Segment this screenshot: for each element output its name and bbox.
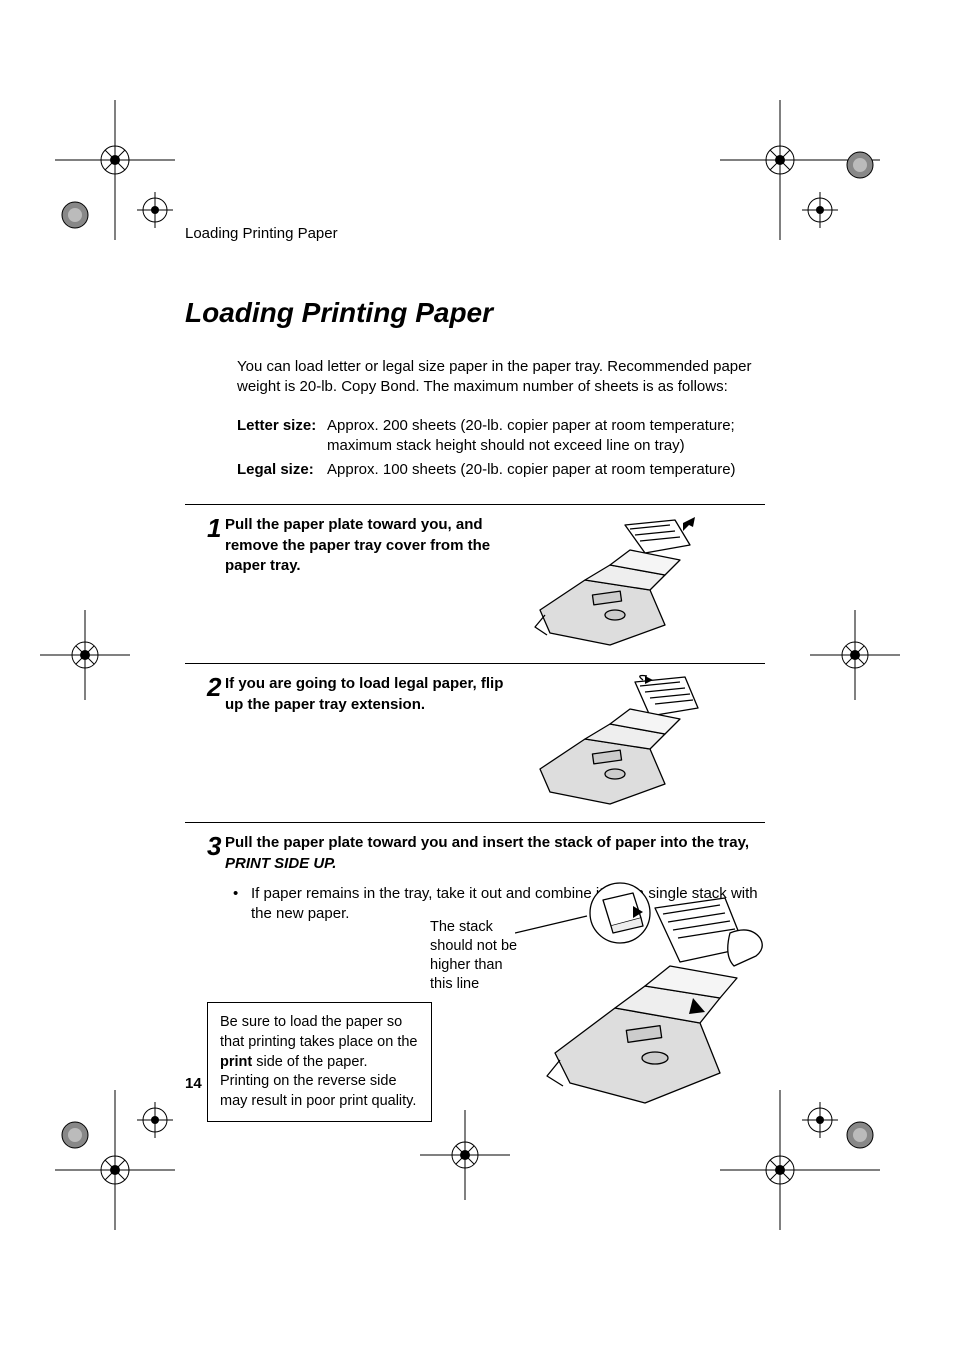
bullet-dot-icon: • bbox=[233, 884, 251, 925]
step-number: 3 bbox=[185, 833, 225, 859]
step-3-text-a: Pull the paper plate toward you and inse… bbox=[225, 834, 749, 851]
spec-table: Letter size: Approx. 200 sheets (20-lb. … bbox=[237, 416, 765, 481]
step-text: Pull the paper plate toward you and inse… bbox=[225, 833, 765, 874]
step-number: 2 bbox=[185, 674, 225, 700]
step-text: Pull the paper plate toward you, and rem… bbox=[225, 515, 515, 576]
step-number: 1 bbox=[185, 515, 225, 541]
running-head: Loading Printing Paper bbox=[185, 225, 765, 242]
regmark-mid-left bbox=[40, 610, 130, 700]
step-1-figure bbox=[515, 515, 705, 645]
step-2: 2 If you are going to load legal paper, … bbox=[185, 663, 765, 804]
spec-value: Approx. 100 sheets (20-lb. copier paper … bbox=[327, 460, 765, 480]
regmark-top-left bbox=[55, 100, 175, 240]
step-2-figure bbox=[515, 674, 705, 804]
spec-label: Legal size: bbox=[237, 460, 327, 480]
intro-paragraph: You can load letter or legal size paper … bbox=[237, 357, 765, 398]
spec-row-letter: Letter size: Approx. 200 sheets (20-lb. … bbox=[237, 416, 765, 457]
page-title: Loading Printing Paper bbox=[185, 297, 765, 329]
step-3-text-b: PRINT SIDE UP. bbox=[225, 855, 336, 872]
regmark-bottom-left bbox=[55, 1090, 175, 1230]
page-number: 14 bbox=[185, 1075, 202, 1092]
spec-label: Letter size: bbox=[237, 416, 327, 457]
step-3: 3 Pull the paper plate toward you and in… bbox=[185, 822, 765, 1122]
step-3-figure bbox=[515, 878, 775, 1123]
stack-height-note: The stack should not be higher than this… bbox=[430, 918, 525, 993]
spec-row-legal: Legal size: Approx. 100 sheets (20-lb. c… bbox=[237, 460, 765, 480]
regmark-mid-right bbox=[810, 610, 900, 700]
box-text-a: Be sure to load the paper so that printi… bbox=[220, 1014, 418, 1050]
spec-value: Approx. 200 sheets (20-lb. copier paper … bbox=[327, 416, 765, 457]
step-text: If you are going to load legal paper, fl… bbox=[225, 674, 515, 715]
print-side-warning-box: Be sure to load the paper so that printi… bbox=[207, 1002, 432, 1122]
regmark-top-right bbox=[720, 100, 880, 240]
step-1: 1 Pull the paper plate toward you, and r… bbox=[185, 504, 765, 645]
box-text-b: print bbox=[220, 1054, 252, 1070]
page-content: Loading Printing Paper Loading Printing … bbox=[185, 225, 765, 1140]
